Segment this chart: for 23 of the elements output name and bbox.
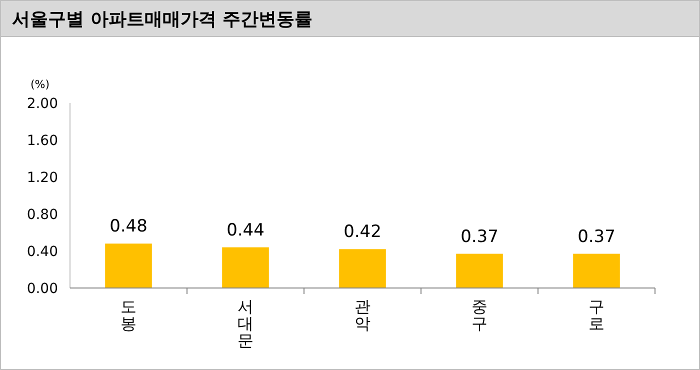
data-label: 0.42 bbox=[344, 222, 382, 242]
y-axis-title: (%) bbox=[30, 78, 50, 91]
bar bbox=[105, 244, 152, 288]
x-tick-label: 구로 bbox=[588, 297, 604, 333]
bar bbox=[456, 254, 503, 288]
x-tick-label: 중구 bbox=[472, 297, 488, 333]
chart-title: 서울구별 아파트매매가격 주간변동률 bbox=[12, 9, 313, 30]
x-tick-label: 도봉 bbox=[120, 297, 136, 333]
y-tick-label: 0.40 bbox=[26, 244, 58, 260]
bar bbox=[339, 249, 386, 288]
data-label: 0.37 bbox=[578, 226, 616, 247]
y-tick-label: 0.80 bbox=[26, 207, 58, 223]
y-tick-label: 2.00 bbox=[26, 96, 58, 112]
data-label: 0.44 bbox=[226, 220, 264, 240]
bar bbox=[573, 254, 620, 288]
data-label: 0.37 bbox=[460, 226, 498, 247]
y-tick-label: 1.20 bbox=[26, 170, 58, 186]
x-tick-label: 관악 bbox=[354, 297, 370, 333]
y-tick-label: 1.60 bbox=[26, 133, 58, 149]
x-tick-label: 서대문 bbox=[238, 297, 254, 350]
y-tick-label: 0.00 bbox=[26, 281, 58, 297]
data-label: 0.48 bbox=[110, 216, 148, 237]
bar bbox=[222, 247, 269, 288]
